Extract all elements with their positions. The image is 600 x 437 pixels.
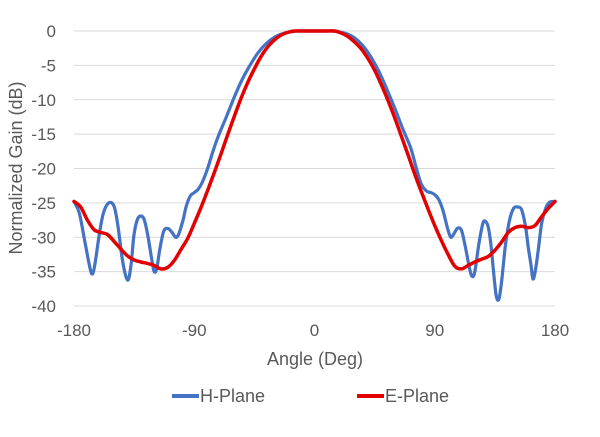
x-axis-title: Angle (Deg): [267, 349, 363, 369]
y-tick-label: -15: [31, 125, 56, 144]
x-tick-label: -180: [57, 321, 91, 340]
series-lines: [72, 29, 557, 302]
legend-label-h-plane: H-Plane: [200, 386, 265, 406]
y-tick-label: -30: [31, 228, 56, 247]
x-tick-label: 0: [310, 321, 319, 340]
y-axis-title: Normalized Gain (dB): [6, 81, 26, 254]
y-tick-label: 0: [47, 22, 56, 41]
y-tick-label: -25: [31, 194, 56, 213]
y-tick-label: -5: [41, 56, 56, 75]
y-tick-label: -35: [31, 263, 56, 282]
x-tick-label: 180: [541, 321, 569, 340]
x-tick-labels: -180 -90 0 90 180: [57, 321, 569, 340]
y-tick-labels: 0 -5 -10 -15 -20 -25 -30 -35 -40: [31, 22, 56, 316]
legend: H-Plane E-Plane: [172, 386, 449, 406]
y-tick-label: -10: [31, 91, 56, 110]
y-tick-label: -40: [31, 297, 56, 316]
y-tick-label: -20: [31, 160, 56, 179]
series-line-e-plane: [72, 29, 557, 271]
x-tick-label: 90: [425, 321, 444, 340]
x-tick-label: -90: [182, 321, 207, 340]
gridlines: [74, 30, 555, 307]
legend-label-e-plane: E-Plane: [385, 386, 449, 406]
